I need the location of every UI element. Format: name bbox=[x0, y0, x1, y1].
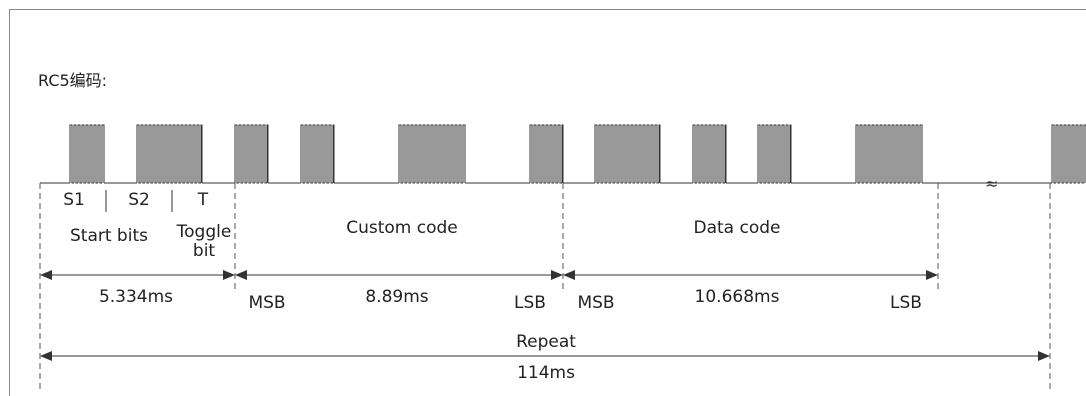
duration-start-toggle: 5.334ms bbox=[99, 287, 173, 307]
carrier-burst bbox=[136, 124, 203, 184]
carrier-burst bbox=[300, 124, 335, 184]
label-repeat: Repeat bbox=[516, 332, 576, 352]
carrier-burst bbox=[692, 124, 727, 184]
carrier-burst bbox=[69, 124, 105, 184]
label-s1: S1 bbox=[63, 190, 85, 210]
signal-break-icon: ≈ bbox=[985, 174, 998, 193]
carrier-burst bbox=[757, 124, 792, 184]
label-data-code: Data code bbox=[694, 218, 781, 238]
diagram-title: RC5编码: bbox=[38, 71, 107, 90]
frame-border bbox=[9, 9, 1086, 396]
label-start-bits: Start bits bbox=[70, 226, 148, 246]
dimension-arrows bbox=[40, 270, 1050, 361]
label-toggle-bit: bit bbox=[193, 241, 216, 261]
label-lsb-custom: LSB bbox=[514, 293, 546, 313]
label-toggle: Toggle bbox=[176, 222, 232, 242]
label-msb-custom: MSB bbox=[248, 293, 285, 313]
carrier-burst bbox=[855, 124, 923, 184]
label-t: T bbox=[197, 190, 209, 210]
duration-custom: 8.89ms bbox=[365, 287, 428, 307]
label-msb-data: MSB bbox=[577, 293, 614, 313]
carrier-burst bbox=[594, 124, 661, 184]
label-s2: S2 bbox=[128, 190, 150, 210]
duration-total: 114ms bbox=[517, 363, 575, 383]
label-lsb-data: LSB bbox=[890, 293, 922, 313]
carrier-burst bbox=[1051, 124, 1086, 184]
carrier-burst bbox=[234, 124, 269, 184]
boundary-dashes bbox=[39, 183, 1051, 390]
waveform bbox=[40, 124, 1086, 184]
carrier-burst bbox=[529, 124, 564, 184]
label-custom-code: Custom code bbox=[346, 218, 458, 238]
carrier-burst bbox=[398, 124, 466, 184]
duration-data: 10.668ms bbox=[695, 287, 780, 307]
